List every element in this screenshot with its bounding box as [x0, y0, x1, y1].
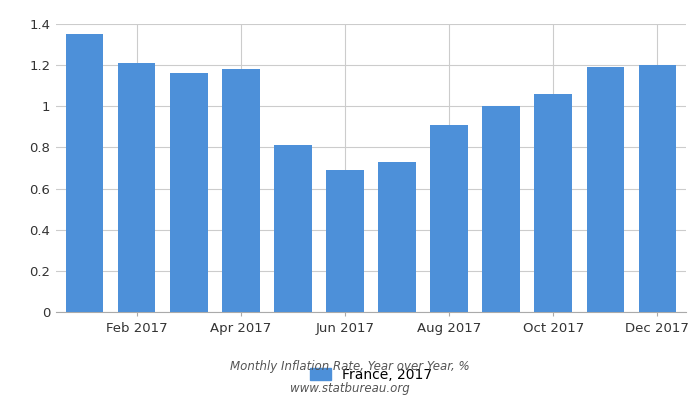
Bar	[482, 106, 520, 312]
Bar	[222, 69, 260, 312]
Legend: France, 2017: France, 2017	[310, 368, 432, 382]
Bar	[274, 145, 312, 312]
Bar	[378, 162, 416, 312]
Bar	[587, 67, 624, 312]
Text: Monthly Inflation Rate, Year over Year, %: Monthly Inflation Rate, Year over Year, …	[230, 360, 470, 373]
Bar	[66, 34, 104, 312]
Bar	[430, 125, 468, 312]
Bar	[170, 73, 207, 312]
Bar	[638, 65, 676, 312]
Text: www.statbureau.org: www.statbureau.org	[290, 382, 410, 395]
Bar	[326, 170, 364, 312]
Bar	[118, 63, 155, 312]
Bar	[535, 94, 572, 312]
